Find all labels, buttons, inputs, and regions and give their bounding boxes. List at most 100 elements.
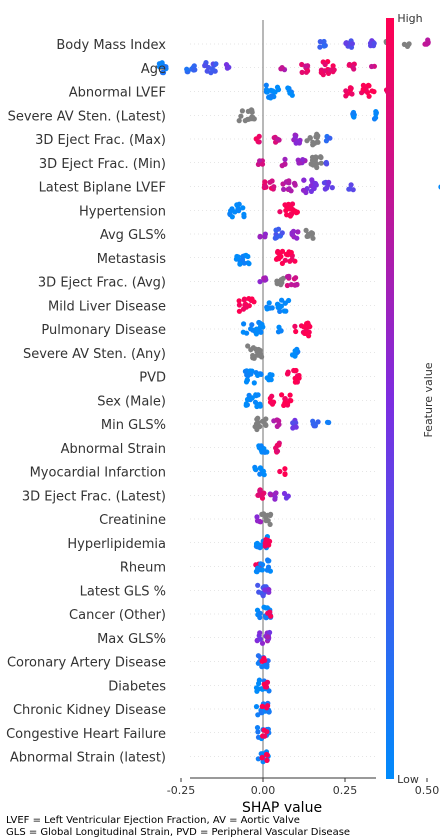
- shap-point: [367, 40, 374, 46]
- x-tick-label: -0.25: [167, 784, 195, 797]
- shap-point: [271, 184, 277, 190]
- shap-point: [281, 490, 288, 497]
- shap-point: [255, 139, 261, 145]
- shap-point: [255, 729, 261, 735]
- shap-point: [284, 371, 291, 377]
- shap-point: [275, 136, 281, 142]
- shap-point: [236, 201, 242, 207]
- shap-point: [275, 226, 282, 232]
- shap-point: [262, 234, 268, 240]
- feature-label: Hyperlipidemia: [67, 537, 166, 552]
- shap-point: [253, 704, 260, 710]
- shap-point: [314, 134, 320, 140]
- feature-label: Diabetes: [108, 679, 166, 694]
- shap-point: [160, 70, 167, 76]
- shap-point: [277, 468, 283, 475]
- shap-point: [236, 298, 242, 304]
- shap-point: [346, 62, 352, 68]
- feature-label: Abnormal Strain: [61, 442, 166, 457]
- feature-label: Pulmonary Disease: [41, 323, 166, 338]
- shap-point: [268, 93, 274, 99]
- shap-point: [274, 278, 280, 284]
- shap-point: [251, 380, 257, 386]
- shap-point: [235, 254, 241, 260]
- shap-point: [369, 63, 375, 70]
- x-tick-label: 0.00: [251, 784, 276, 797]
- shap-point: [249, 322, 255, 328]
- shap-point: [257, 614, 263, 621]
- shap-point: [258, 443, 264, 449]
- shap-point: [350, 110, 356, 116]
- shap-point: [269, 305, 275, 311]
- feature-label: Hypertension: [79, 204, 166, 219]
- shap-point: [255, 566, 261, 573]
- shap-point: [253, 685, 260, 691]
- shap-point: [299, 61, 305, 68]
- feature-label: 3D Eject Frac. (Latest): [22, 489, 166, 504]
- shap-point: [266, 587, 272, 593]
- shap-point: [347, 85, 353, 91]
- shap-point: [261, 681, 267, 687]
- shap-point: [282, 156, 288, 162]
- shap-point: [261, 472, 267, 478]
- shap-point: [254, 514, 260, 520]
- shap-point: [257, 233, 263, 239]
- shap-point: [292, 323, 298, 329]
- shap-point: [262, 179, 268, 185]
- shap-point: [282, 471, 288, 477]
- shap-point: [293, 140, 299, 146]
- shap-point: [288, 188, 294, 194]
- feature-label: Rheum: [120, 561, 166, 576]
- shap-point: [245, 108, 251, 114]
- feature-label: PVD: [139, 371, 166, 386]
- shap-point: [279, 65, 285, 71]
- shap-point: [236, 308, 242, 314]
- shap-point: [310, 142, 316, 148]
- shap-point: [259, 658, 265, 664]
- feature-label: Abnormal LVEF: [69, 86, 166, 101]
- feature-label: Metastasis: [97, 252, 166, 267]
- shap-point: [277, 209, 283, 215]
- shap-point: [258, 351, 264, 357]
- shap-point: [317, 154, 324, 160]
- shap-point: [264, 306, 270, 312]
- shap-point: [255, 392, 261, 398]
- shap-point: [184, 66, 190, 72]
- feature-label: Severe AV Sten. (Any): [23, 347, 166, 362]
- shap-point: [236, 207, 242, 213]
- shap-point: [300, 157, 306, 163]
- shap-point: [281, 308, 287, 314]
- shap-point: [266, 300, 272, 306]
- feature-label: Congestive Heart Failure: [6, 727, 166, 742]
- shap-point: [277, 308, 283, 314]
- shap-point: [242, 118, 248, 124]
- shap-point: [324, 185, 330, 191]
- shap-point: [265, 557, 271, 563]
- shap-point: [238, 113, 244, 119]
- shap-point: [268, 492, 274, 498]
- shap-point: [279, 278, 285, 284]
- shap-point: [263, 615, 269, 621]
- shap-point: [350, 187, 356, 193]
- shap-point: [318, 160, 324, 166]
- shap-point: [373, 110, 379, 116]
- shap-point: [237, 261, 243, 267]
- shap-point: [303, 227, 309, 233]
- feature-label: Creatinine: [99, 513, 166, 528]
- x-axis-title: SHAP value: [242, 800, 322, 816]
- shap-point: [261, 604, 267, 610]
- shap-point: [301, 177, 307, 183]
- shap-point: [191, 67, 197, 73]
- shap-point: [159, 60, 165, 66]
- shap-point: [290, 228, 297, 234]
- feature-labels: Body Mass Index Age Abnormal LVEF Severe AV…: [6, 38, 166, 766]
- shap-point: [276, 421, 282, 428]
- shap-point: [282, 161, 288, 167]
- feature-label: 3D Eject Frac. (Avg): [38, 276, 166, 291]
- shap-point: [256, 133, 262, 139]
- shap-point: [309, 154, 316, 160]
- shap-point: [317, 39, 323, 45]
- shap-point: [286, 273, 292, 279]
- shap-point: [329, 185, 335, 191]
- shap-point: [312, 180, 319, 187]
